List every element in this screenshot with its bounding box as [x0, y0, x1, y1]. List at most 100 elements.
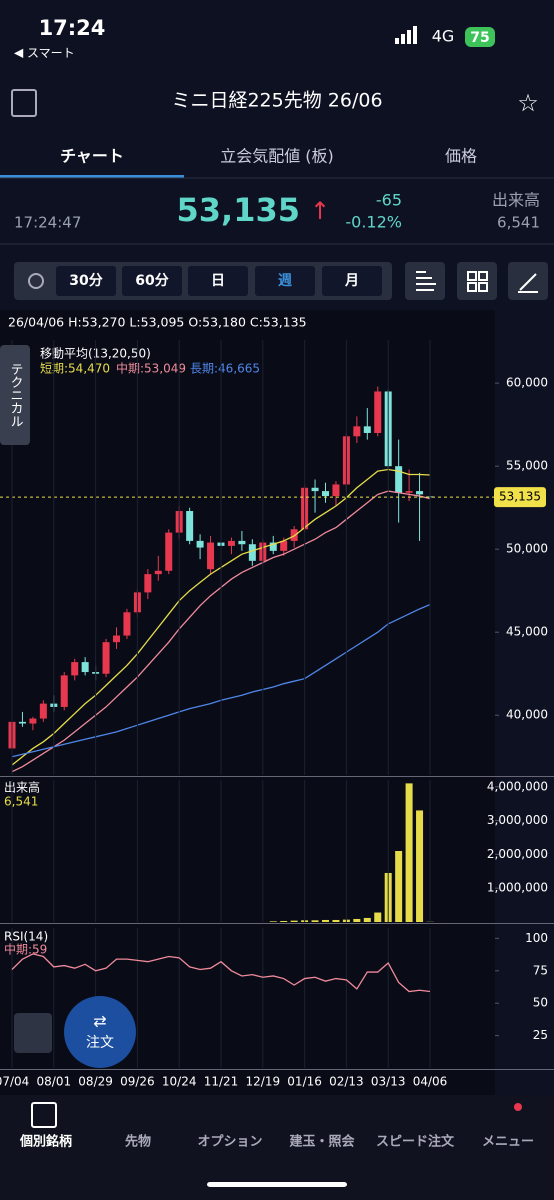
period-button[interactable] — [255, 266, 315, 296]
period-label: 日 — [211, 273, 225, 289]
side-tab-label: テクニカル — [8, 363, 23, 428]
period-button[interactable] — [56, 266, 116, 296]
chart-icon[interactable] — [11, 89, 37, 117]
candle-body — [81, 662, 89, 673]
candle-body — [18, 721, 26, 724]
favorite-star[interactable]: ☆ — [517, 89, 539, 117]
period-buttons: 30分 60分 日 週 月 — [56, 266, 382, 296]
nav-item[interactable]: 建玉・照会 — [289, 1134, 355, 1150]
period-button[interactable] — [188, 266, 248, 296]
tab[interactable]: 立会気配値 (板) — [220, 147, 334, 166]
volume-bar — [416, 810, 424, 922]
battery — [465, 27, 495, 47]
y-tick-label: 55,000 — [506, 459, 548, 473]
candle-body — [332, 484, 340, 497]
x-tick-label: 07/04 — [0, 1075, 29, 1089]
clock: 17:24 — [39, 16, 106, 40]
candle-body — [269, 542, 277, 551]
legend-entry: 短期:54,470 — [40, 362, 110, 376]
order-button[interactable] — [64, 996, 136, 1068]
period-button[interactable] — [122, 266, 182, 296]
icons — [416, 271, 538, 293]
period-label: 30分 — [69, 273, 102, 289]
candle-body — [311, 487, 319, 492]
quote-change: -65 — [376, 191, 402, 210]
line — [11, 953, 431, 993]
y-tick-label: 40,000 — [506, 708, 548, 722]
candle-body — [227, 540, 235, 546]
quote-price: 53,135 — [177, 191, 300, 229]
candle-body — [363, 426, 371, 433]
quote-arrow: ↑ — [310, 197, 330, 225]
candle-body — [416, 491, 424, 495]
candle-body — [154, 570, 162, 575]
period-label: 60分 — [135, 273, 168, 289]
volume-bar — [353, 918, 361, 922]
order-label: 注文 — [86, 1035, 114, 1051]
nav-item[interactable]: オプション — [197, 1135, 262, 1150]
x-tick-label: 11/21 — [204, 1075, 239, 1089]
expand-button[interactable] — [14, 1013, 52, 1053]
candle-body — [186, 511, 194, 541]
x-tick-label: 08/01 — [37, 1075, 72, 1089]
volume-bar — [269, 921, 277, 922]
nav-item[interactable]: 個別銘柄 — [19, 1134, 72, 1150]
tabs: チャート 立会気配値 (板) 価格 — [60, 147, 477, 166]
candle-body — [405, 491, 413, 493]
x-tick-label: 10/24 — [162, 1075, 197, 1089]
period-label: 週 — [278, 273, 292, 289]
chart-area — [0, 310, 495, 1095]
back-link[interactable]: ◀ スマート — [14, 46, 75, 60]
candle-body — [395, 466, 403, 493]
volume-bar — [332, 919, 340, 922]
x-tick-label: 01/16 — [287, 1075, 322, 1089]
order-icon: ⇄ — [93, 1012, 106, 1031]
period-button[interactable] — [322, 266, 382, 296]
volume-bar — [290, 920, 298, 922]
badge — [514, 1103, 522, 1111]
candle-body — [102, 642, 110, 674]
y-tick-label: 4,000,000 — [487, 779, 548, 793]
nav-icon — [31, 1102, 57, 1128]
tab[interactable]: 価格 — [445, 147, 477, 166]
quote-time: 17:24:47 — [14, 214, 81, 232]
volume-bar — [311, 920, 319, 922]
candle-body — [207, 542, 215, 570]
candle-body — [39, 703, 47, 719]
x-tick-label: 09/26 — [120, 1075, 155, 1089]
candle-body — [196, 540, 204, 548]
volume-bar — [405, 783, 413, 922]
settings-icon[interactable] — [28, 273, 44, 289]
header-title: ミニ日経225先物 26/06 — [171, 90, 382, 112]
nav-item[interactable]: スピード注文 — [376, 1134, 455, 1150]
candle-body — [71, 662, 79, 676]
nav: 個別銘柄 先物 オプション 建玉・照会 スピード注文 メニュー — [19, 1134, 534, 1150]
x-tick-label: 02/13 — [329, 1075, 364, 1089]
legend-entry: 中期:59 — [4, 942, 47, 957]
network: 4G — [432, 27, 455, 46]
volume-bar — [374, 912, 382, 922]
y-tick-label: 60,000 — [506, 376, 548, 390]
y-tick-label: 50,000 — [506, 542, 548, 556]
home-indicator — [207, 1182, 347, 1187]
side-tab[interactable] — [0, 345, 30, 445]
quote-change-pct: -0.12% — [345, 213, 402, 232]
volume-label: 出来高 — [492, 191, 540, 210]
candle-body — [353, 426, 361, 437]
y-tick-label: 75 — [533, 963, 548, 977]
candle-body — [238, 540, 246, 545]
nav-item[interactable]: 先物 — [125, 1134, 151, 1150]
y-tick-label: 2,000,000 — [487, 847, 548, 861]
icon-button[interactable] — [405, 262, 445, 300]
tab[interactable]: チャート — [60, 147, 124, 166]
volume-bar — [280, 920, 288, 922]
nav-item[interactable]: メニュー — [482, 1135, 534, 1150]
price-badge-label: 53,135 — [499, 490, 541, 504]
panel-value: 6,541 — [4, 795, 38, 809]
y-tick-label: 1,000,000 — [487, 881, 548, 895]
volume-bar — [363, 917, 371, 922]
candle-body — [113, 635, 120, 643]
legend-entry: 長期:46,665 — [190, 362, 260, 376]
y-tick-label: 45,000 — [506, 625, 548, 639]
